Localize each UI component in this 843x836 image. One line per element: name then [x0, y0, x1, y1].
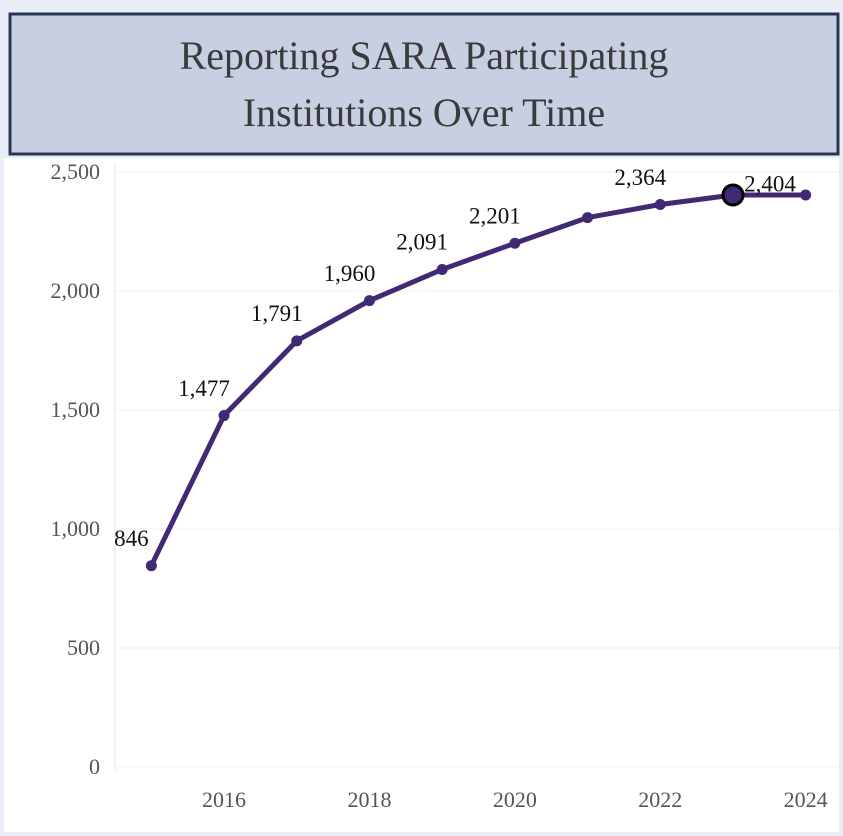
- point: [363, 295, 375, 307]
- point: [654, 198, 666, 210]
- highlighted-point: [721, 183, 745, 207]
- point: [509, 237, 521, 249]
- plot-background: [4, 158, 839, 832]
- data-label: 846: [114, 526, 149, 551]
- chart-title: Reporting SARA Participating: [180, 33, 669, 78]
- data-label: 1,791: [251, 301, 303, 326]
- data-label: 2,404: [744, 171, 796, 196]
- point: [145, 560, 157, 572]
- x-tick-label: 2018: [347, 787, 391, 812]
- line: [149, 192, 806, 567]
- data-label: 2,201: [469, 204, 521, 229]
- data-label: 2,364: [614, 165, 666, 190]
- y-tick-label: 500: [67, 635, 100, 660]
- title-box: [8, 12, 840, 156]
- x-tick-label: 2020: [493, 787, 537, 812]
- data-label: 1,477: [178, 376, 230, 401]
- x-tick-label: 2016: [202, 787, 246, 812]
- chart-title: Institutions Over Time: [243, 90, 605, 135]
- point: [218, 410, 230, 422]
- y-tick-label: 0: [89, 754, 100, 779]
- y-tick-label: 2,500: [51, 159, 101, 184]
- data-label: 2,091: [396, 230, 448, 255]
- data-label: 1,960: [324, 261, 376, 286]
- point: [436, 263, 448, 275]
- point: [582, 212, 594, 224]
- x-tick-label: 2024: [784, 787, 828, 812]
- y-tick-label: 1,500: [51, 397, 101, 422]
- y-tick-label: 2,000: [51, 278, 101, 303]
- point: [291, 335, 303, 347]
- point: [800, 189, 812, 201]
- y-tick-label: 1,000: [51, 516, 101, 541]
- x-tick-label: 2022: [638, 787, 682, 812]
